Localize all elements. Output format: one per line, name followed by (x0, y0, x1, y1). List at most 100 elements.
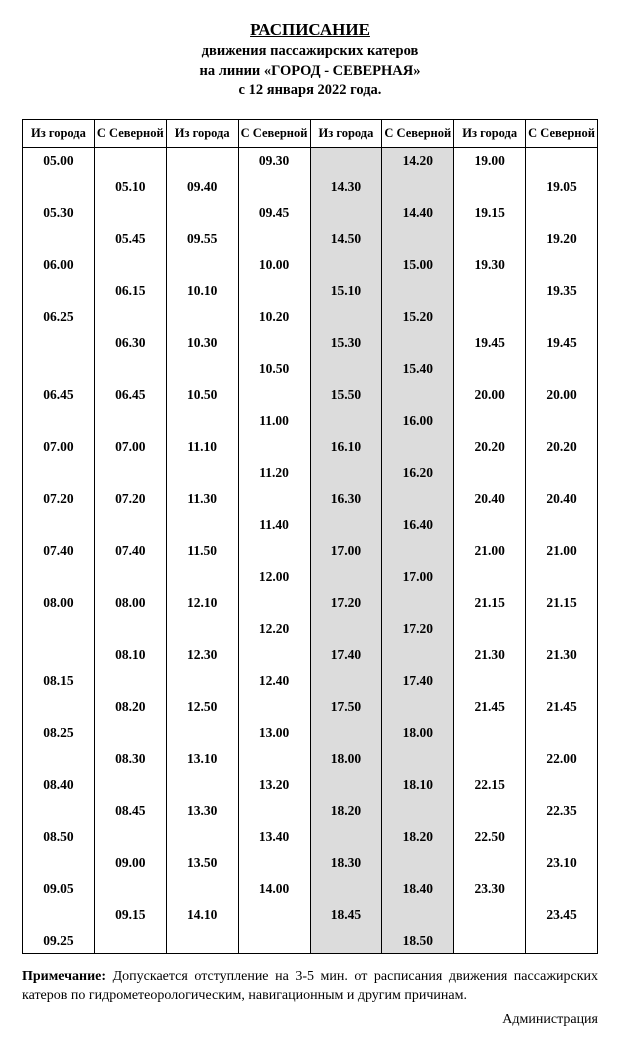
time-cell (310, 616, 382, 642)
time-cell (454, 902, 526, 928)
time-cell (23, 512, 95, 538)
time-cell (166, 460, 238, 486)
time-cell: 11.40 (238, 512, 310, 538)
time-cell (382, 278, 454, 304)
table-header-row: Из города С Северной Из города С Северно… (23, 119, 598, 148)
time-cell (310, 252, 382, 278)
table-row: 05.3009.4514.4019.15 (23, 200, 598, 226)
time-cell (454, 460, 526, 486)
time-cell: 18.50 (382, 928, 454, 954)
table-row: 12.0017.00 (23, 564, 598, 590)
time-cell (310, 512, 382, 538)
time-cell (94, 200, 166, 226)
time-cell (382, 434, 454, 460)
time-cell: 05.30 (23, 200, 95, 226)
table-row: 08.4013.2018.1022.15 (23, 772, 598, 798)
table-row: 11.4016.40 (23, 512, 598, 538)
time-cell: 22.50 (454, 824, 526, 850)
time-cell: 18.00 (382, 720, 454, 746)
time-cell (526, 148, 598, 174)
time-cell (526, 564, 598, 590)
document-header: РАСПИСАНИЕ движения пассажирских катеров… (22, 20, 598, 101)
time-cell: 15.00 (382, 252, 454, 278)
table-row: 09.0514.0018.4023.30 (23, 876, 598, 902)
time-cell: 08.50 (23, 824, 95, 850)
time-cell: 06.45 (23, 382, 95, 408)
time-cell (94, 148, 166, 174)
time-cell: 09.40 (166, 174, 238, 200)
col-header: С Северной (526, 119, 598, 148)
time-cell (454, 564, 526, 590)
table-row: 09.1514.1018.4523.45 (23, 902, 598, 928)
time-cell (454, 174, 526, 200)
time-cell (23, 798, 95, 824)
time-cell: 14.30 (310, 174, 382, 200)
time-cell (310, 304, 382, 330)
subtitle-1: движения пассажирских катеров (22, 42, 598, 62)
time-cell (238, 278, 310, 304)
time-cell (382, 486, 454, 512)
time-cell (238, 174, 310, 200)
time-cell: 19.05 (526, 174, 598, 200)
time-cell (526, 928, 598, 954)
time-cell: 12.50 (166, 694, 238, 720)
time-cell: 13.30 (166, 798, 238, 824)
time-cell (526, 408, 598, 434)
footnote: Примечание: Допускается отступление на 3… (22, 968, 598, 1006)
time-cell (310, 408, 382, 434)
col-header: С Северной (238, 119, 310, 148)
time-cell (23, 226, 95, 252)
time-cell (166, 824, 238, 850)
time-cell (526, 668, 598, 694)
time-cell (454, 798, 526, 824)
time-cell (23, 356, 95, 382)
time-cell: 09.30 (238, 148, 310, 174)
time-cell (94, 564, 166, 590)
time-cell: 07.00 (23, 434, 95, 460)
time-cell: 10.30 (166, 330, 238, 356)
table-row: 11.0016.00 (23, 408, 598, 434)
time-cell (94, 928, 166, 954)
table-row: 12.2017.20 (23, 616, 598, 642)
time-cell (526, 772, 598, 798)
time-cell (166, 200, 238, 226)
time-cell: 19.15 (454, 200, 526, 226)
time-cell (382, 746, 454, 772)
time-cell: 21.00 (526, 538, 598, 564)
time-cell (454, 278, 526, 304)
time-cell (94, 460, 166, 486)
time-cell: 10.50 (166, 382, 238, 408)
time-cell (166, 304, 238, 330)
time-cell (382, 798, 454, 824)
time-cell: 13.40 (238, 824, 310, 850)
time-cell (23, 616, 95, 642)
time-cell: 15.30 (310, 330, 382, 356)
time-cell (23, 642, 95, 668)
time-cell (94, 720, 166, 746)
time-cell: 17.00 (382, 564, 454, 590)
time-cell: 13.10 (166, 746, 238, 772)
time-cell (382, 538, 454, 564)
time-cell (166, 772, 238, 798)
time-cell: 14.00 (238, 876, 310, 902)
schedule-table: Из города С Северной Из города С Северно… (22, 119, 598, 955)
time-cell: 11.10 (166, 434, 238, 460)
time-cell: 23.10 (526, 850, 598, 876)
time-cell: 18.45 (310, 902, 382, 928)
time-cell (166, 876, 238, 902)
time-cell: 18.40 (382, 876, 454, 902)
time-cell: 20.20 (526, 434, 598, 460)
time-cell (526, 720, 598, 746)
time-cell: 18.00 (310, 746, 382, 772)
table-body: 05.0009.3014.2019.0005.1009.4014.3019.05… (23, 148, 598, 954)
time-cell (166, 668, 238, 694)
time-cell: 17.20 (382, 616, 454, 642)
time-cell (526, 356, 598, 382)
table-row: 09.25 18.50 (23, 928, 598, 954)
time-cell (526, 304, 598, 330)
time-cell: 21.30 (526, 642, 598, 668)
table-row: 08.2012.5017.5021.4521.45 (23, 694, 598, 720)
time-cell: 19.00 (454, 148, 526, 174)
time-cell: 19.45 (526, 330, 598, 356)
time-cell: 09.25 (23, 928, 95, 954)
